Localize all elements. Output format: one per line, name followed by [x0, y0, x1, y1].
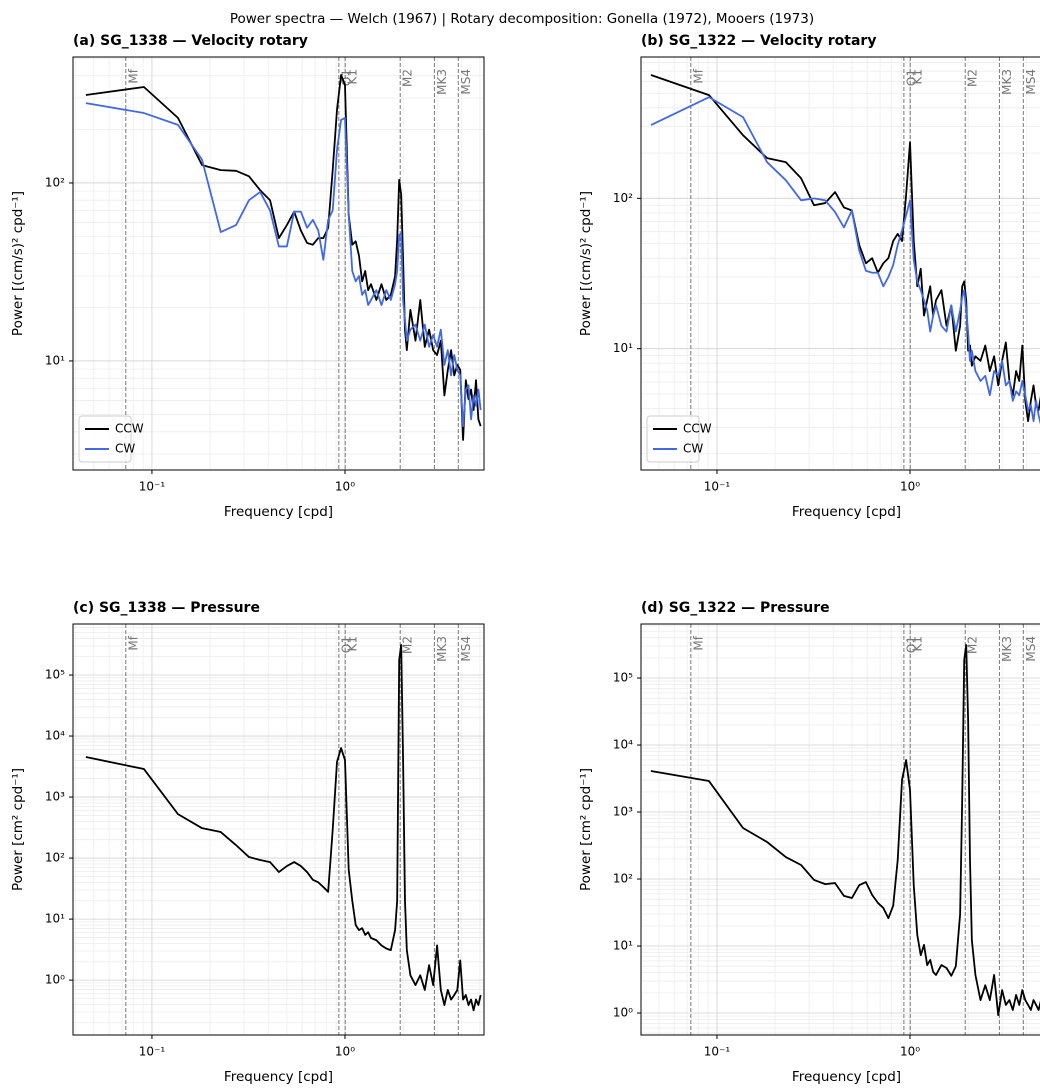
tidal-label: Mf: [691, 68, 705, 83]
tidal-label: MK3: [435, 69, 449, 95]
tidal-label: K1: [346, 636, 360, 652]
x-axis-label: Frequency [cpd]: [224, 504, 333, 520]
legend-box: [78, 415, 132, 463]
legend-label: CW: [115, 442, 135, 456]
y-tick-label: 10²: [45, 175, 65, 189]
series-line: [85, 102, 482, 428]
tidal-label: MS4: [459, 69, 473, 95]
tidal-label: MS4: [1024, 69, 1038, 95]
legend-label: CW: [683, 442, 703, 456]
y-tick-label: 10⁰: [45, 973, 65, 987]
axes-frame: [72, 56, 485, 471]
x-tick-label: 10⁰: [900, 1045, 920, 1059]
chart-title: (b) SG_1322 — Velocity rotary: [641, 33, 876, 49]
legend-box: [646, 415, 700, 463]
tidal-label: MK3: [1000, 69, 1014, 95]
tidal-label: Mf: [126, 635, 140, 650]
series-line: [650, 96, 1040, 425]
y-tick-label: 10⁵: [613, 671, 633, 685]
y-tick-label: 10²: [45, 851, 65, 865]
tidal-label: O1: [339, 636, 353, 653]
tidal-label: O1: [904, 636, 918, 653]
y-axis-label: Power [(cm/s)² cpd⁻¹]: [578, 191, 594, 336]
tidal-label: M2: [966, 69, 980, 87]
tidal-label: M2: [401, 636, 415, 654]
y-tick-label: 10¹: [613, 939, 633, 953]
axes-frame: [72, 623, 485, 1036]
legend-label: CCW: [683, 422, 712, 436]
chart-title: (c) SG_1338 — Pressure: [73, 600, 260, 616]
chart-title: (d) SG_1322 — Pressure: [641, 600, 830, 616]
figure-title: Power spectra — Welch (1967) | Rotary de…: [230, 11, 814, 27]
tidal-label: M2: [966, 636, 980, 654]
y-tick-label: 10¹: [613, 341, 633, 355]
x-tick-label: 10⁻¹: [139, 1045, 166, 1059]
y-axis-label: Power [cm² cpd⁻¹]: [10, 768, 26, 891]
y-tick-label: 10²: [613, 872, 633, 886]
x-tick-label: 10⁻¹: [704, 480, 731, 494]
legend-label: CCW: [115, 422, 144, 436]
legend: CCW CW: [646, 415, 712, 463]
tidal-label: Mf: [691, 635, 705, 650]
y-axis-label: Power [cm² cpd⁻¹]: [578, 768, 594, 891]
x-tick-label: 10⁰: [335, 480, 355, 494]
tidal-label: Mf: [126, 68, 140, 83]
y-tick-label: 10³: [45, 790, 65, 804]
x-axis-label: Frequency [cpd]: [792, 1069, 901, 1085]
tidal-label: K1: [911, 636, 925, 652]
axes-frame: [640, 56, 1040, 471]
tidal-label: MK3: [435, 636, 449, 662]
x-axis-label: Frequency [cpd]: [224, 1069, 333, 1085]
x-tick-label: 10⁻¹: [139, 480, 166, 494]
tidal-label: O1: [904, 69, 918, 86]
tidal-label: K1: [911, 69, 925, 85]
chart-title: (a) SG_1338 — Velocity rotary: [73, 33, 308, 49]
y-tick-label: 10⁰: [613, 1006, 633, 1020]
y-tick-label: 10⁵: [45, 668, 65, 682]
y-axis-label: Power [(cm/s)² cpd⁻¹]: [10, 191, 26, 336]
x-tick-label: 10⁻¹: [704, 1045, 731, 1059]
y-tick-label: 10¹: [45, 353, 65, 367]
tidal-label: K1: [346, 69, 360, 85]
x-tick-label: 10⁰: [335, 1045, 355, 1059]
tidal-label: MK3: [1000, 636, 1014, 662]
tidal-label: MS4: [459, 636, 473, 662]
y-tick-label: 10²: [613, 191, 633, 205]
series-line: [85, 644, 482, 1012]
x-tick-label: 10⁰: [900, 480, 920, 494]
y-tick-label: 10³: [613, 805, 633, 819]
series-line: [650, 644, 1040, 1017]
y-tick-label: 10⁴: [45, 729, 65, 743]
x-axis-label: Frequency [cpd]: [792, 504, 901, 520]
tidal-label: MS4: [1024, 636, 1038, 662]
legend: CCW CW: [78, 415, 144, 463]
axes-frame: [640, 623, 1040, 1036]
y-tick-label: 10⁴: [613, 738, 633, 752]
tidal-label: M2: [401, 69, 415, 87]
y-tick-label: 10¹: [45, 912, 65, 926]
